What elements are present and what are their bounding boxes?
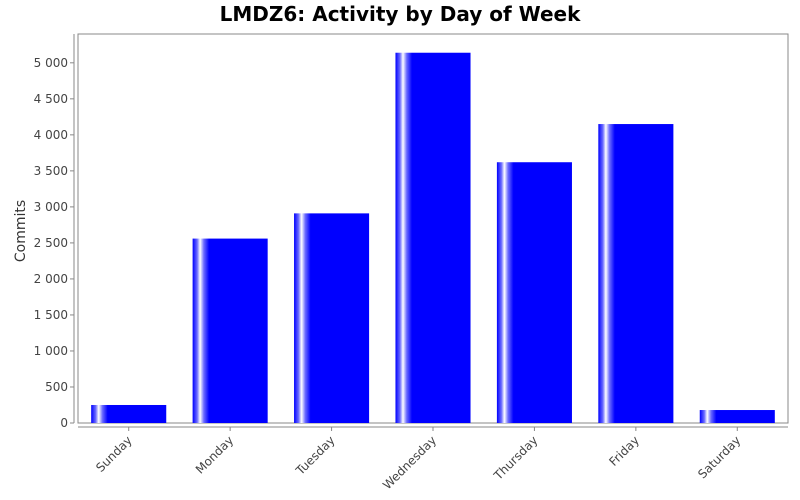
bar (91, 404, 167, 423)
bar (598, 124, 674, 423)
y-tick-label: 2 000 (34, 272, 68, 286)
y-tick-label: 2 500 (34, 236, 68, 250)
bar (294, 213, 370, 423)
y-tick-label: 3 000 (34, 200, 68, 214)
y-tick-label: 0 (60, 416, 68, 430)
bar (395, 52, 471, 424)
chart-title: LMDZ6: Activity by Day of Week (219, 2, 581, 26)
x-tick-label: Friday (606, 433, 642, 469)
y-tick-label: 5 000 (34, 56, 68, 70)
x-tick-label: Saturday (695, 433, 743, 481)
y-tick-label: 1 000 (34, 344, 68, 358)
x-tick-label: Tuesday (293, 433, 338, 478)
bar (496, 162, 572, 423)
y-tick-label: 3 500 (34, 164, 68, 178)
y-tick-label: 1 500 (34, 308, 68, 322)
bar (699, 410, 775, 423)
y-tick-label: 4 000 (34, 128, 68, 142)
bar (192, 238, 268, 423)
y-tick-label: 500 (45, 380, 68, 394)
x-tick-label: Sunday (93, 433, 135, 475)
x-tick-label: Wednesday (380, 433, 439, 492)
x-tick-label: Thursday (490, 433, 540, 483)
y-tick-label: 4 500 (34, 92, 68, 106)
x-tick-label: Monday (193, 433, 236, 476)
